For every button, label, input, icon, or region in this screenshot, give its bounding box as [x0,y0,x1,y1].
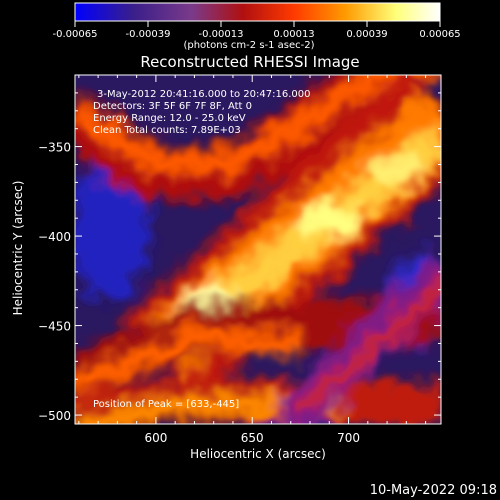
x-tick-label: 700 [337,431,360,445]
annotation-line: 3-May-2012 20:41:16.000 to 20:47:16.000 [97,89,310,100]
timestamp: 10-May-2022 09:18 [370,483,497,498]
colorbar-tick-label: -0.00065 [53,29,98,40]
y-axis-ticks: −350 −400 −450 −500 [38,92,441,423]
y-tick-label: −350 [38,141,71,155]
plot-frame [74,74,442,425]
colorbar-ticks: -0.00065 -0.00039 -0.00013 0.00013 0.00039 0.… [53,21,461,40]
colorbar-tick-label: -0.00039 [126,29,171,40]
emission-map [75,75,441,424]
y-tick-label: −400 [38,230,71,244]
emission-knot [300,202,360,238]
x-tick-label: 650 [241,431,264,445]
annotation-line: Detectors: 3F 5F 6F 7F 8F, Att 0 [93,101,252,112]
colorbar-tick-label: 0.00065 [419,29,460,40]
emission-knot [369,154,421,186]
emission-band-lower-core [75,323,302,396]
colorbar-gradient [74,2,441,22]
x-axis-ticks: 600 650 700 [78,75,427,445]
image-area [75,75,441,424]
peak-position-label: Position of Peak = [633,-445] [93,399,239,410]
x-axis-label: Heliocentric X (arcsec) [190,447,326,461]
chart-title: Reconstructed RHESSI Image [140,53,359,71]
colorbar-unit-label: (photons cm-2 s-1 asec-2) [183,40,314,51]
colorbar-tick-label: -0.00013 [199,29,244,40]
colorbar-tick-label: 0.00039 [346,29,387,40]
y-tick-label: −500 [38,409,71,423]
annotation-line: Clean Total counts: 7.89E+03 [93,125,241,136]
annotations: 3-May-2012 20:41:16.000 to 20:47:16.000D… [93,89,310,136]
x-tick-label: 600 [144,431,167,445]
y-tick-label: −450 [38,320,71,334]
y-axis-label: Heliocentric Y (arcsec) [11,181,25,316]
colorbar-tick-label: 0.00013 [273,29,314,40]
colorbar: -0.00065 -0.00039 -0.00013 0.00013 0.00039 0.… [53,2,461,51]
background-patch [75,160,150,300]
emission-band-upper-core [75,75,441,176]
annotation-line: Energy Range: 12.0 - 25.0 keV [93,113,246,124]
emission-band-lr-core [295,279,441,416]
